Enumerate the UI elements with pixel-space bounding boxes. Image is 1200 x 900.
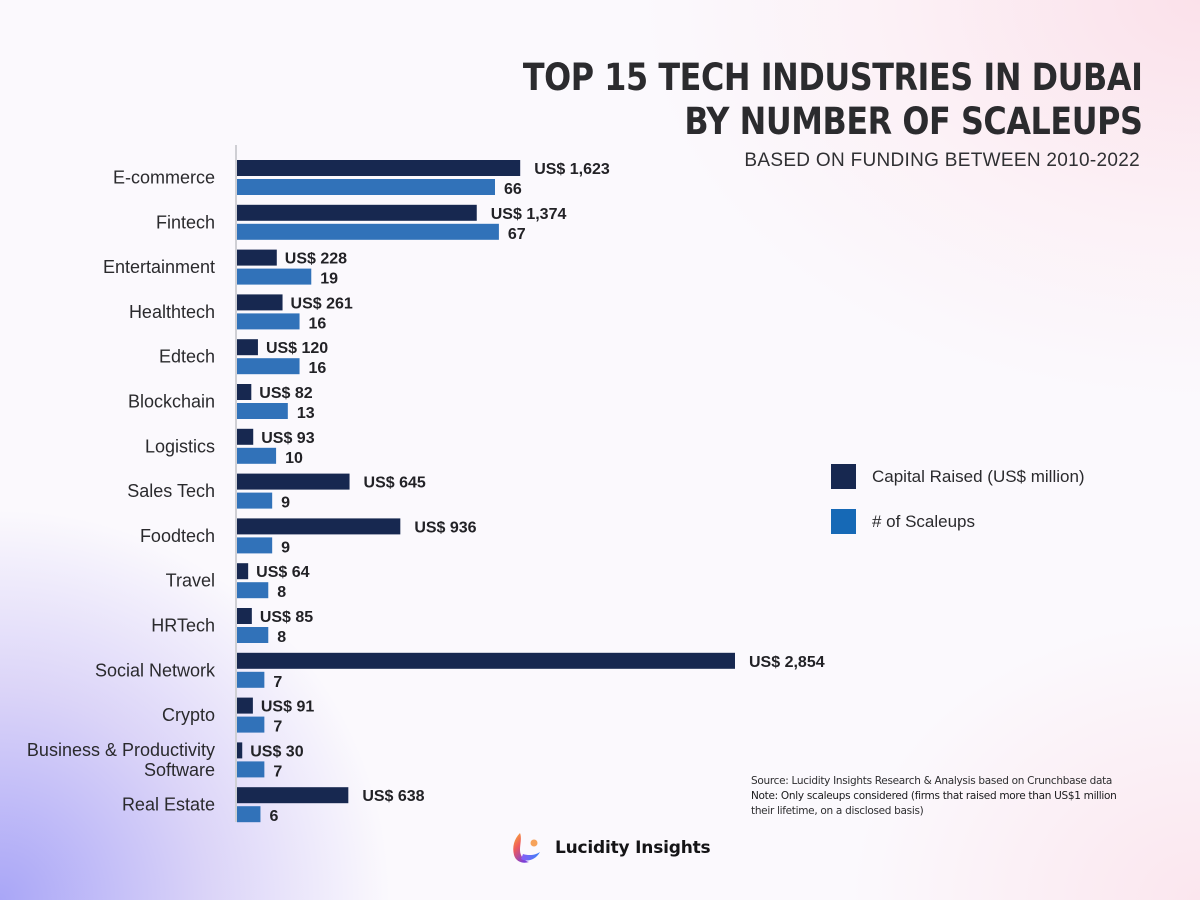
note-text-continued: their lifetime, on a disclosed basis) [751,805,924,817]
category-label: Logistics [145,436,215,456]
bar-scaleups [237,313,300,330]
value-label-capital: US$ 1,623 [534,161,610,178]
bar-capital [237,339,258,356]
source-text: Source: Lucidity Insights Research & Ana… [751,775,1113,787]
value-label-capital: US$ 120 [266,340,328,357]
bar-capital [237,384,252,400]
bar-capital [237,652,735,669]
value-label-scaleups: 7 [273,674,282,691]
brand: Lucidity Insights [511,831,711,865]
bar-capital [237,518,401,535]
legend: Capital Raised (US$ million) # of Scaleu… [831,464,1085,554]
bar-capital [237,787,349,804]
value-label-capital: US$ 93 [261,430,314,447]
bar-capital [237,204,477,221]
bar-capital [237,249,277,266]
value-label-capital: US$ 30 [250,743,303,760]
value-label-capital: US$ 1,374 [491,206,567,223]
value-label-scaleups: 8 [277,584,286,601]
category-label: HRTech [151,616,215,636]
chart-title-line-1: TOP 15 TECH INDUSTRIES IN DUBAI [522,56,1142,99]
bar-capital [237,294,283,311]
value-label-scaleups: 7 [273,719,282,736]
value-label-capital: US$ 638 [362,788,424,805]
category-label: Business & Productivity [27,740,215,760]
category-label: Software [144,760,215,780]
category-label: Healthtech [129,302,215,322]
bar-capital [237,160,521,176]
value-label-capital: US$ 228 [285,251,347,268]
value-label-scaleups: 10 [285,450,303,467]
legend-item-capital: Capital Raised (US$ million) [831,464,1085,489]
legend-swatch-scaleups [831,509,856,534]
value-label-scaleups: 9 [281,495,290,512]
category-label: Crypto [162,705,215,725]
category-label: Foodtech [140,526,215,546]
value-label-capital: US$ 85 [260,609,313,626]
bar-scaleups [237,447,277,464]
category-label: Social Network [95,660,216,680]
chart-title: TOP 15 TECH INDUSTRIES IN DUBAI BY NUMBE… [522,56,1142,144]
category-label: Sales Tech [127,481,215,501]
bar-scaleups [237,716,265,733]
lucidity-logo-icon [513,833,540,863]
category-label: Fintech [156,212,215,232]
bar-scaleups [237,671,265,688]
value-label-capital: US$ 936 [414,519,476,536]
bar-scaleups [237,627,269,643]
category-label: Edtech [159,347,215,367]
value-label-capital: US$ 91 [261,699,314,716]
value-label-capital: US$ 64 [256,564,309,581]
bar-capital [237,473,350,490]
bar-capital [237,608,252,624]
legend-item-scaleups: # of Scaleups [831,509,1085,534]
value-label-scaleups: 6 [269,808,278,825]
value-label-scaleups: 13 [297,405,315,422]
value-label-scaleups: 67 [508,226,526,243]
value-label-capital: US$ 645 [364,475,426,492]
category-label: E-commerce [113,168,215,188]
bar-scaleups [237,537,273,554]
bar-scaleups [237,582,269,599]
value-label-scaleups: 19 [320,271,338,288]
bar-capital [237,742,243,759]
legend-label-scaleups: # of Scaleups [872,511,976,531]
legend-swatch-capital [831,464,856,489]
bar-scaleups [237,223,499,240]
value-label-scaleups: 66 [504,181,522,198]
bar-scaleups [237,492,273,509]
category-label: Real Estate [122,795,215,815]
value-label-capital: US$ 82 [259,385,312,402]
bar-scaleups [237,268,312,285]
value-label-scaleups: 16 [309,315,327,332]
category-label: Blockchain [128,392,215,412]
legend-label-capital: Capital Raised (US$ million) [872,466,1085,486]
bar-scaleups [237,179,495,195]
source-notes: Source: Lucidity Insights Research & Ana… [751,774,1171,819]
value-label-scaleups: 16 [309,360,327,377]
value-label-scaleups: 9 [281,539,290,556]
bar-capital [237,563,249,580]
bar-scaleups [237,403,288,419]
value-label-capital: US$ 2,854 [749,654,825,671]
bar-scaleups [237,358,300,375]
value-label-scaleups: 7 [273,763,282,780]
category-label: Entertainment [103,257,215,277]
value-label-scaleups: 8 [277,629,286,646]
bar-group [237,160,735,823]
chart-title-line-2: BY NUMBER OF SCALEUPS [683,100,1143,143]
bar-scaleups [237,761,265,778]
chart-subtitle: BASED ON FUNDING BETWEEN 2010-2022 [744,150,1140,171]
bar-scaleups [237,806,261,823]
note-text: Note: Only scaleups considered (firms th… [751,790,1117,802]
bar-capital [237,428,254,445]
value-label-capital: US$ 261 [291,295,353,312]
category-label: Travel [166,571,215,591]
bar-capital [237,697,253,714]
brand-name: Lucidity Insights [555,838,711,858]
